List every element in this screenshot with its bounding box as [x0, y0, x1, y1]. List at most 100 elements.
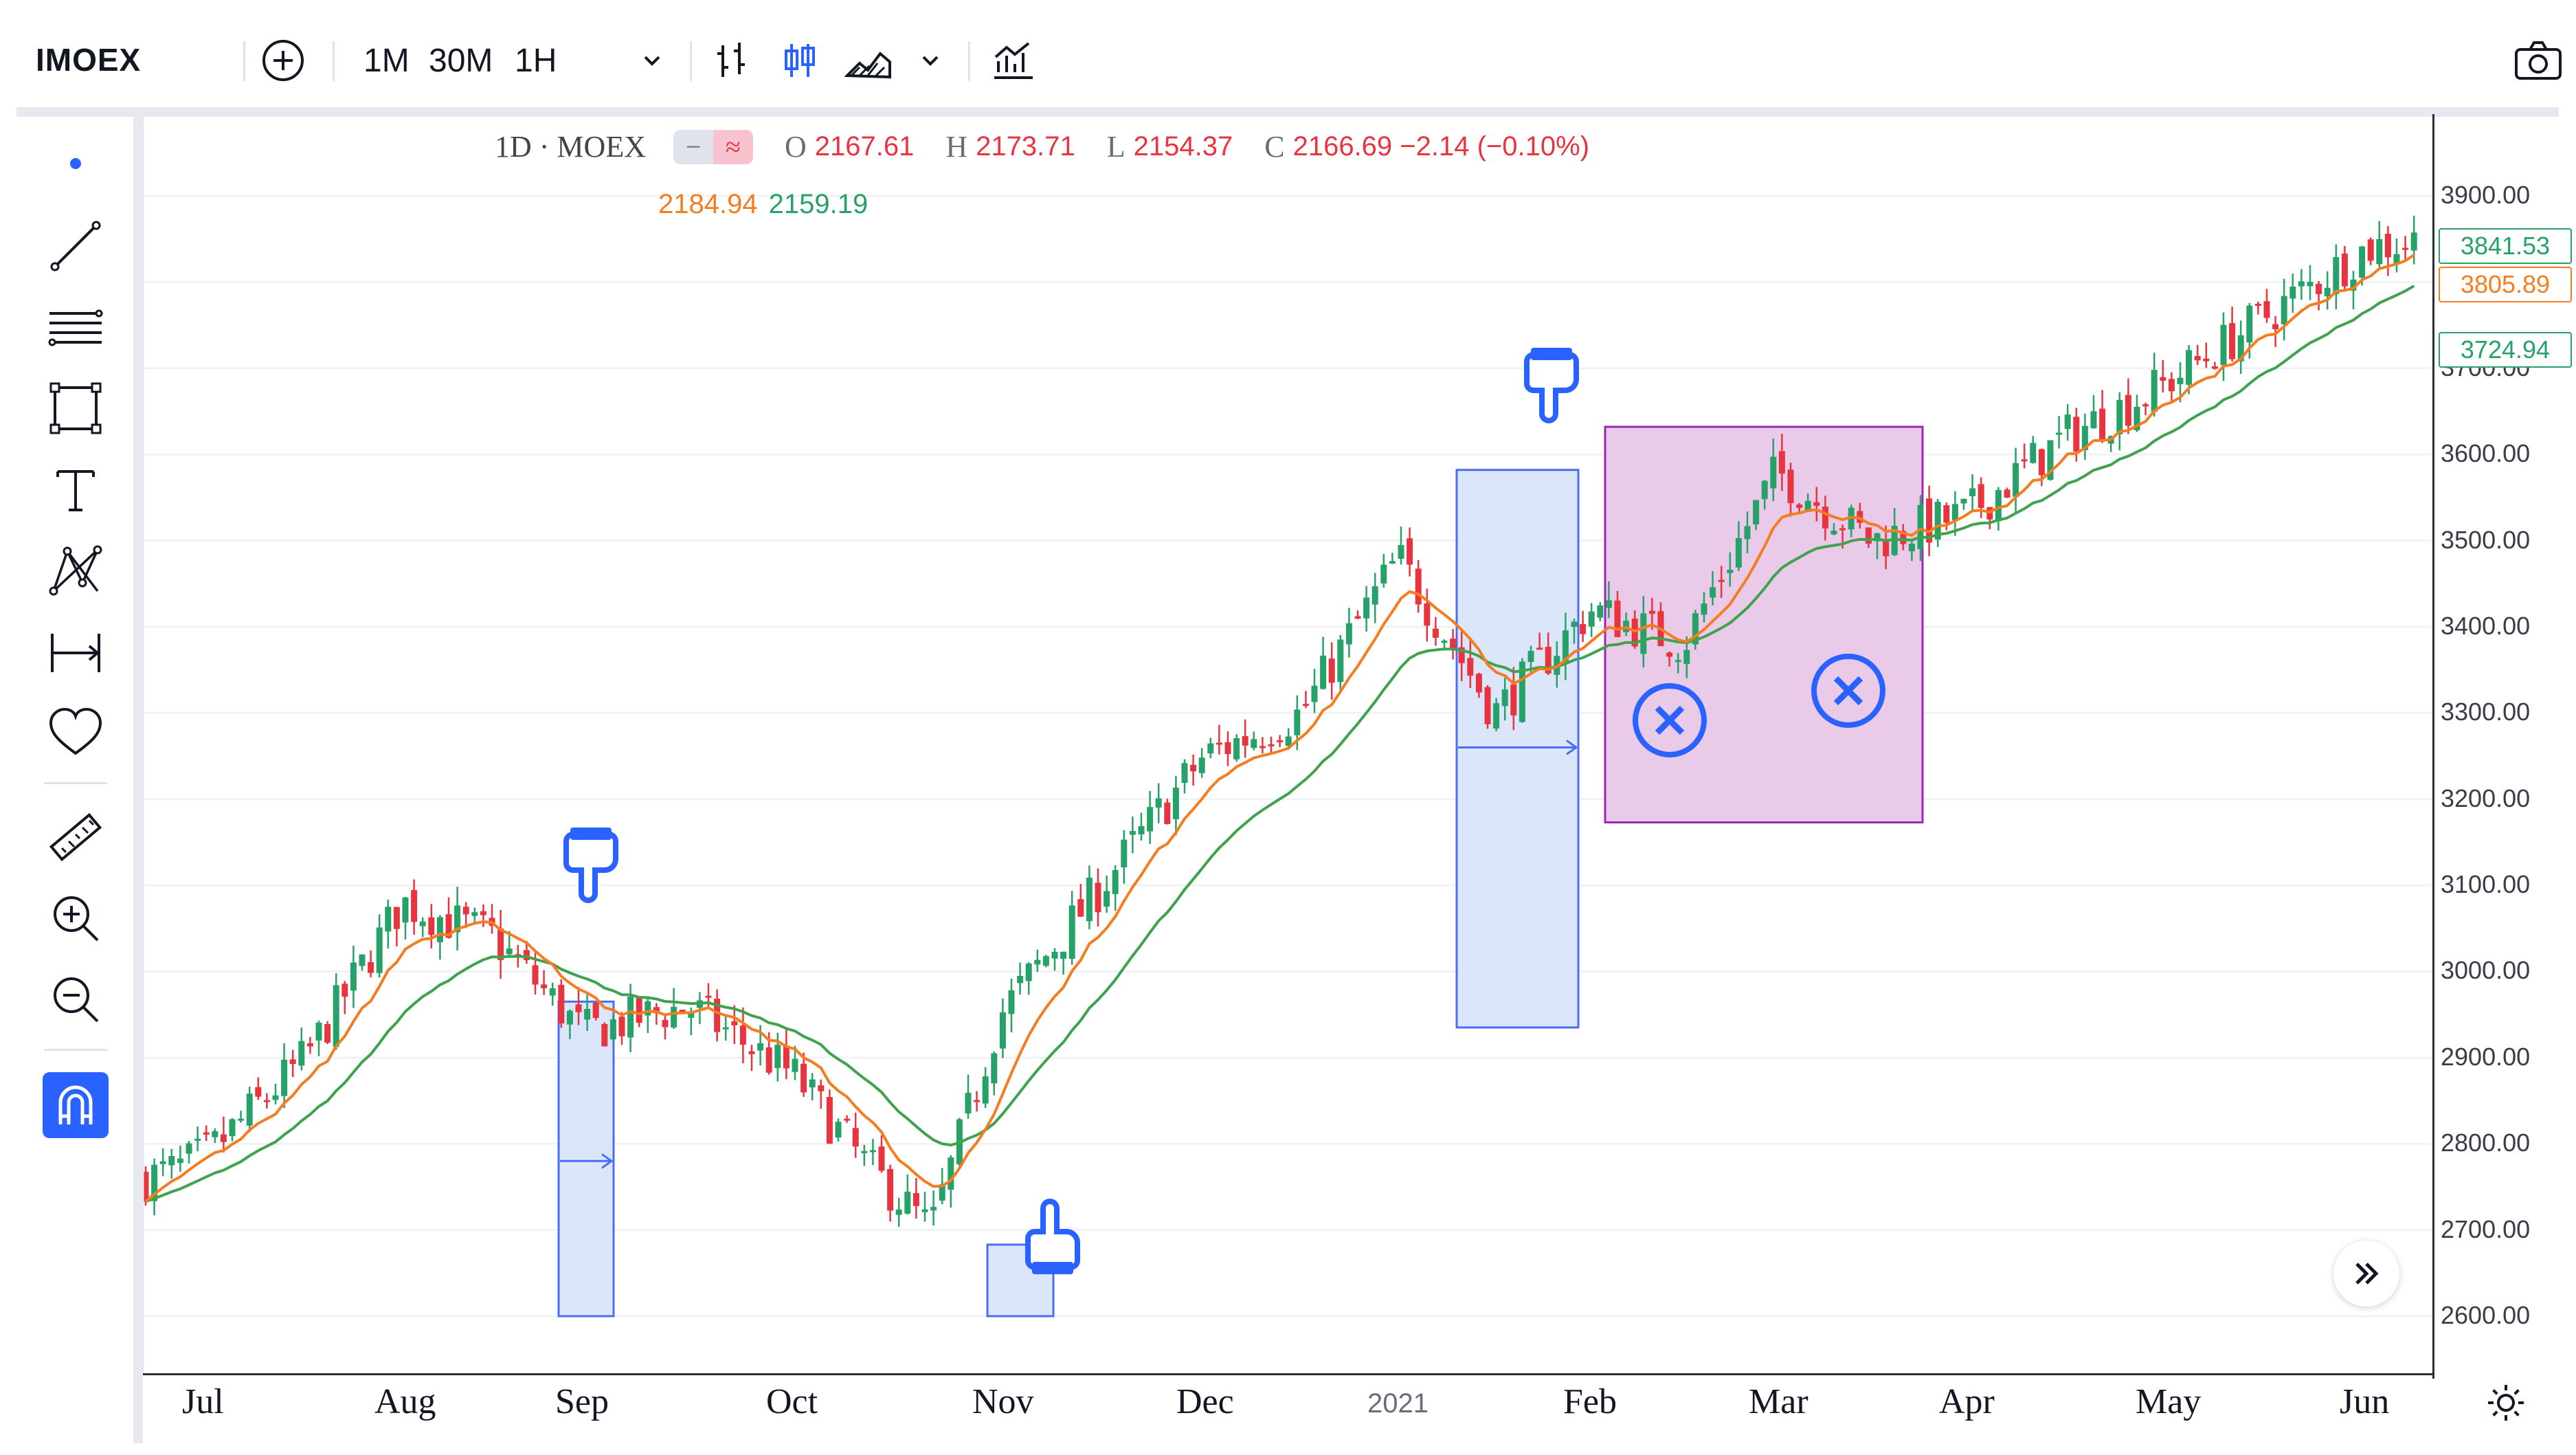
chevron-down-icon: [922, 56, 939, 66]
indicators-button[interactable]: [985, 36, 1040, 85]
candle-body: [1259, 746, 1266, 748]
add-symbol-button[interactable]: [257, 36, 309, 85]
candle-body: [143, 1171, 149, 1202]
candle-body: [939, 1184, 945, 1201]
price-axis-label: 3000.00: [2441, 956, 2531, 985]
snapshot-button[interactable]: [2511, 36, 2566, 85]
candle-body: [1692, 613, 1699, 645]
interval-dropdown-button[interactable]: [635, 36, 669, 85]
drawing-toolbar: [16, 117, 143, 1443]
candle-body: [1042, 956, 1049, 966]
measure-range-tool-button[interactable]: [43, 619, 109, 685]
series-title[interactable]: 1D · MOEX: [495, 130, 646, 164]
candle-body: [2038, 449, 2045, 476]
price-axis-label: 3300.00: [2441, 698, 2531, 726]
candle-body: [324, 1023, 331, 1043]
candle-body: [2090, 411, 2097, 429]
interval-1m-button[interactable]: 1M: [363, 42, 410, 79]
zoom-out-icon: [54, 977, 99, 1023]
candle-body: [1008, 990, 1015, 1014]
candle-body: [497, 929, 504, 960]
candle-body: [159, 1161, 166, 1164]
candle-body: [2160, 377, 2166, 381]
candle-body: [1121, 839, 1128, 867]
candle-body: [2246, 305, 2253, 343]
price-axis-label: 3200.00: [2441, 784, 2531, 812]
price-axis-label: 2600.00: [2441, 1301, 2531, 1329]
shape-tool-button[interactable]: [43, 375, 109, 441]
candle-body: [1285, 736, 1292, 746]
magnet-mode-button[interactable]: [43, 1072, 109, 1138]
time-axis[interactable]: [143, 1373, 2432, 1375]
candle-body: [1242, 735, 1248, 746]
candle-body: [869, 1150, 876, 1153]
candle-body: [1562, 630, 1569, 662]
candle-body: [575, 1004, 582, 1012]
candle-body: [1320, 655, 1327, 689]
text-tool-button[interactable]: [43, 456, 109, 522]
candle-body: [177, 1158, 183, 1164]
cursor-tool-button[interactable]: [43, 131, 109, 197]
candle-body: [1095, 882, 1101, 913]
high-value: 2173.71: [976, 131, 1075, 162]
candle-body: [2307, 282, 2314, 287]
candle-body: [194, 1138, 201, 1141]
candle-body: [272, 1095, 279, 1100]
candle-body: [238, 1118, 245, 1121]
candle-body: [1813, 502, 1820, 506]
chart-style-dropdown-button[interactable]: [913, 36, 948, 85]
candle-body: [792, 1058, 798, 1072]
candle-body: [212, 1131, 219, 1137]
time-axis-label: Sep: [555, 1382, 609, 1421]
trend-line-tool-button[interactable]: [43, 213, 109, 279]
candle-body: [1675, 660, 1681, 663]
series-toggle[interactable]: − ≈: [673, 129, 753, 164]
price-chart[interactable]: [143, 114, 2568, 1447]
scroll-to-latest-button[interactable]: [2333, 1241, 2399, 1307]
bar-style-button[interactable]: [707, 36, 755, 85]
zoom-in-button[interactable]: [43, 885, 109, 951]
pattern-tool-button[interactable]: [43, 537, 109, 603]
candle-body: [1129, 831, 1136, 835]
candle-body: [731, 1021, 738, 1025]
camera-icon: [2515, 41, 2562, 80]
candle-body: [1640, 613, 1647, 654]
favorites-button[interactable]: [43, 700, 109, 766]
candle-body: [2116, 400, 2123, 434]
interval-30m-button[interactable]: 30M: [429, 42, 493, 79]
candle-body: [2410, 232, 2417, 251]
candle-body: [1588, 611, 1595, 627]
candle-body: [809, 1079, 816, 1088]
candle-body: [1354, 616, 1361, 619]
candle-body: [298, 1041, 305, 1066]
candle-body: [818, 1085, 825, 1091]
candle-body: [2229, 323, 2236, 359]
candle-style-button[interactable]: [776, 36, 824, 85]
candle-body: [1753, 500, 1760, 525]
candle-body: [1450, 638, 1457, 649]
candle-body: [1363, 597, 1370, 619]
candle-body: [1571, 621, 1578, 627]
candle-body: [2272, 324, 2279, 330]
price-axis[interactable]: [2432, 114, 2576, 1379]
candle-body: [592, 1002, 599, 1019]
fib-tool-button[interactable]: [43, 294, 109, 360]
chart-settings-button[interactable]: [2482, 1379, 2530, 1427]
candle-body: [1951, 504, 1958, 521]
candle-body: [385, 907, 392, 932]
candle-body: [1181, 763, 1188, 783]
candle-body: [1398, 545, 1404, 559]
low-label: L: [1106, 130, 1125, 164]
interval-1h-button[interactable]: 1H: [515, 42, 557, 79]
bars-icon: [717, 43, 745, 77]
magnet-icon: [58, 1085, 93, 1124]
candle-body: [480, 911, 486, 915]
zoom-out-button[interactable]: [43, 966, 109, 1032]
ruler-tool-button[interactable]: [43, 804, 109, 870]
candle-body: [2359, 246, 2366, 278]
moving-average-legend: 2184.94 2159.19: [658, 189, 868, 220]
symbol-search-button[interactable]: IMOEX: [36, 42, 142, 78]
open-value: 2167.61: [814, 131, 915, 162]
ma-fast-value: 2184.94: [658, 189, 758, 219]
area-style-button[interactable]: [841, 36, 896, 85]
